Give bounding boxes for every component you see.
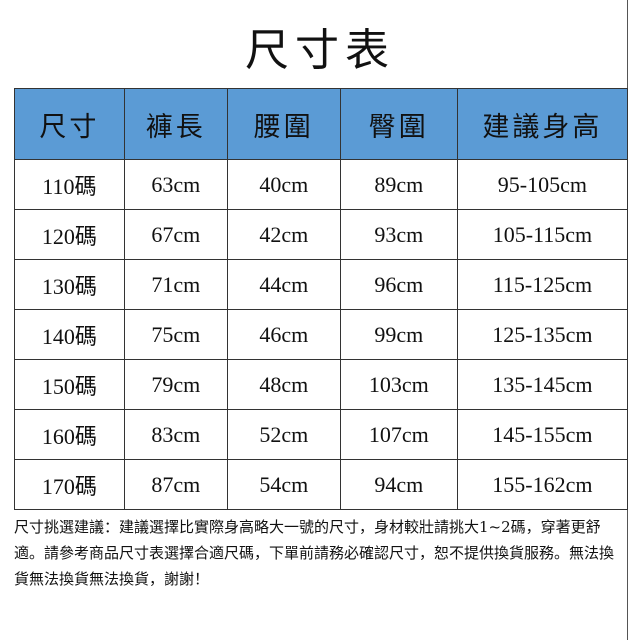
page-title: 尺寸表 [245,25,395,76]
table-cell: 160碼 [14,409,125,460]
table-row: 170碼 87cm 54cm 94cm 155-162cm [14,459,629,510]
table-cell: 96cm [339,259,458,310]
table-row: 120碼 67cm 42cm 93cm 105-115cm [14,209,629,260]
table-cell: 110碼 [14,159,125,210]
header-height: 建議身高 [456,88,629,160]
table-cell: 54cm [226,459,341,510]
table-cell: 63cm [123,159,228,210]
header-pants-length: 褲長 [123,88,228,160]
table-cell: 93cm [339,209,458,260]
table-cell: 103cm [339,359,458,410]
table-row: 160碼 83cm 52cm 107cm 145-155cm [14,409,629,460]
table-row: 150碼 79cm 48cm 103cm 135-145cm [14,359,629,410]
table-cell: 105-115cm [456,209,629,260]
table-cell: 79cm [123,359,228,410]
table-cell: 75cm [123,309,228,360]
right-border [627,0,628,640]
header-row: 尺寸 褲長 腰圍 臀圍 建議身高 [14,88,629,160]
table-cell: 87cm [123,459,228,510]
table-cell: 155-162cm [456,459,629,510]
table-cell: 42cm [226,209,341,260]
table-cell: 95-105cm [456,159,629,210]
table-cell: 83cm [123,409,228,460]
table-cell: 115-125cm [456,259,629,310]
table-cell: 67cm [123,209,228,260]
table-cell: 89cm [339,159,458,210]
table-cell: 130碼 [14,259,125,310]
table-cell: 135-145cm [456,359,629,410]
header-hip: 臀圍 [339,88,458,160]
table-cell: 120碼 [14,209,125,260]
table-row: 140碼 75cm 46cm 99cm 125-135cm [14,309,629,360]
table-row: 130碼 71cm 44cm 96cm 115-125cm [14,259,629,310]
header-size: 尺寸 [14,88,125,160]
table-cell: 40cm [226,159,341,210]
header-waist: 腰圍 [226,88,341,160]
table-cell: 150碼 [14,359,125,410]
table-cell: 44cm [226,259,341,310]
table-cell: 99cm [339,309,458,360]
table-cell: 71cm [123,259,228,310]
size-table: 尺寸 褲長 腰圍 臀圍 建議身高 110碼 63cm 40cm 89cm 95-105c… [14,88,629,510]
table-cell: 48cm [226,359,341,410]
table-cell: 52cm [226,409,341,460]
size-notes: 尺寸挑選建議：建議選擇比實際身高略大一號的尺寸，身材較壯請挑大1~2碼，穿著更舒… [14,518,615,588]
table-cell: 46cm [226,309,341,360]
table-cell: 107cm [339,409,458,460]
table-row: 110碼 63cm 40cm 89cm 95-105cm [14,159,629,210]
table-cell: 140碼 [14,309,125,360]
table-cell: 170碼 [14,459,125,510]
table-cell: 94cm [339,459,458,510]
table-cell: 125-135cm [456,309,629,360]
table-cell: 145-155cm [456,409,629,460]
